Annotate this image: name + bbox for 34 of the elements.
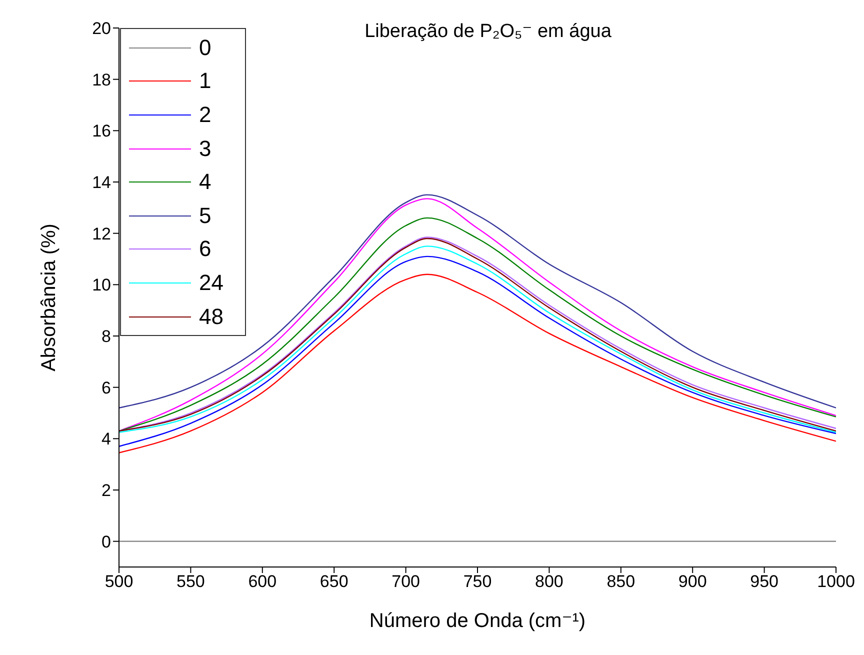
y-tick-label: 20 xyxy=(92,19,111,38)
x-tick-label: 750 xyxy=(463,572,492,592)
y-tick-label: 18 xyxy=(92,70,111,90)
x-tick-label: 500 xyxy=(104,572,134,592)
legend-label: 5 xyxy=(199,202,212,229)
y-tick-label: 14 xyxy=(92,173,111,192)
x-tick-label: 700 xyxy=(392,572,420,592)
x-tick-label: 800 xyxy=(535,572,564,592)
y-tick-label: 6 xyxy=(102,378,111,398)
x-tick-label: 600 xyxy=(248,572,277,592)
legend-label: 2 xyxy=(199,102,212,128)
y-tick-label: 8 xyxy=(102,327,111,346)
legend-label: 48 xyxy=(199,304,224,330)
y-tick-label: 12 xyxy=(92,224,111,244)
y-tick-label: 4 xyxy=(102,430,111,449)
legend-label: 1 xyxy=(199,68,212,94)
x-tick-label: 650 xyxy=(320,572,348,592)
legend-label: 0 xyxy=(199,34,212,61)
x-axis-title: Número de Onda (cm⁻¹) xyxy=(369,610,586,632)
x-tick-label: 900 xyxy=(678,572,707,592)
legend-label: 24 xyxy=(199,270,224,296)
x-tick-label: 550 xyxy=(176,572,205,592)
y-tick-label: 10 xyxy=(92,276,111,295)
y-tick-label: 16 xyxy=(92,122,111,141)
legend-label: 3 xyxy=(199,136,212,162)
chart-title: Liberação de P₂O₅⁻ em água xyxy=(364,20,612,43)
legend-label: 4 xyxy=(199,169,212,196)
x-tick-label: 850 xyxy=(606,572,636,592)
x-tick-label: 1000 xyxy=(817,572,855,592)
x-tick-label: 950 xyxy=(750,572,778,592)
y-axis-title: Absorbância (%) xyxy=(38,224,60,372)
legend-label: 6 xyxy=(199,236,212,262)
y-tick-label: 2 xyxy=(102,481,111,500)
y-tick-label: 0 xyxy=(102,532,111,552)
